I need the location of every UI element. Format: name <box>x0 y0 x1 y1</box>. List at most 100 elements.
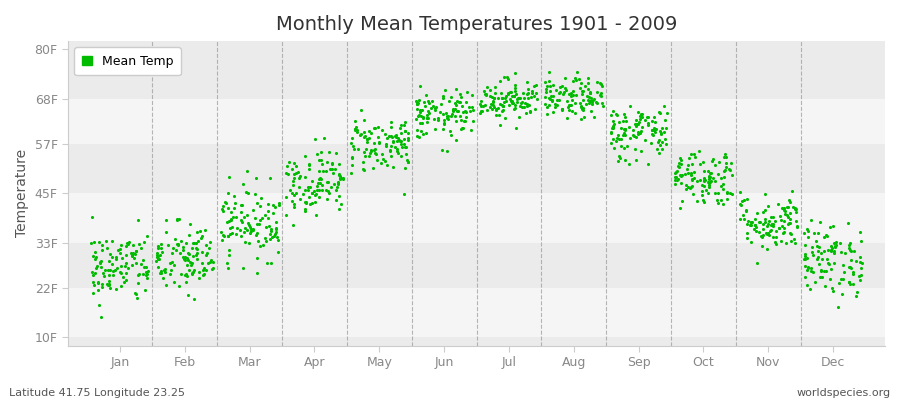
Point <box>181 292 195 298</box>
Bar <box>68 193 885 243</box>
Point <box>129 248 143 254</box>
Point <box>611 119 625 125</box>
Point <box>169 241 184 247</box>
Point <box>582 98 597 104</box>
Point <box>400 157 414 164</box>
Point <box>420 115 435 122</box>
Point <box>655 139 670 146</box>
Point <box>781 196 796 203</box>
Point <box>332 172 347 178</box>
Point <box>760 203 775 209</box>
Point <box>237 229 251 236</box>
Point <box>783 216 797 223</box>
Point <box>329 150 344 156</box>
Point <box>427 116 441 122</box>
Point <box>241 190 256 196</box>
Point <box>836 276 850 282</box>
Point <box>221 232 236 239</box>
Point <box>455 109 470 116</box>
Point <box>834 248 849 255</box>
Point <box>120 240 134 246</box>
Point <box>115 254 130 261</box>
Point <box>538 101 553 107</box>
Point <box>176 243 190 250</box>
Point <box>480 107 494 114</box>
Point <box>520 95 535 101</box>
Point <box>538 86 553 92</box>
Point <box>135 256 149 263</box>
Point <box>772 213 787 220</box>
Point <box>286 175 301 181</box>
Point <box>125 252 140 258</box>
Point <box>126 250 140 256</box>
Point <box>152 270 166 276</box>
Point <box>725 172 740 178</box>
Point <box>364 129 378 136</box>
Point <box>572 76 586 82</box>
Point <box>284 187 298 194</box>
Point <box>383 124 398 130</box>
Point <box>810 243 824 250</box>
Point <box>269 226 284 232</box>
Point <box>360 136 374 142</box>
Point <box>440 114 454 121</box>
Point <box>618 118 633 124</box>
Point <box>154 241 168 247</box>
Point <box>745 219 760 225</box>
Y-axis label: Temperature: Temperature <box>15 149 29 238</box>
Point <box>454 103 469 109</box>
Point <box>140 233 155 239</box>
Point <box>93 260 107 266</box>
Point <box>222 218 237 224</box>
Point <box>242 240 256 246</box>
Point <box>198 227 212 233</box>
Point <box>568 74 582 81</box>
Point <box>344 140 358 146</box>
Point <box>758 216 772 222</box>
Point <box>696 196 710 203</box>
Point <box>706 156 721 162</box>
Point <box>110 264 124 271</box>
Point <box>552 90 566 96</box>
Point <box>184 271 199 277</box>
Point <box>616 110 631 117</box>
Point <box>93 258 107 265</box>
Point <box>540 111 554 118</box>
Point <box>638 116 652 123</box>
Point <box>626 133 641 139</box>
Point <box>284 166 299 172</box>
Point <box>587 95 601 102</box>
Point <box>369 151 383 157</box>
Point <box>680 166 694 172</box>
Point <box>458 108 473 114</box>
Point <box>371 123 385 130</box>
Point <box>458 118 473 124</box>
Point <box>165 250 179 256</box>
Point <box>832 280 846 286</box>
Point <box>576 88 590 94</box>
Point <box>150 254 165 260</box>
Point <box>89 264 104 271</box>
Point <box>446 106 460 113</box>
Point <box>182 267 196 273</box>
Point <box>264 228 278 234</box>
Point <box>200 249 214 256</box>
Point <box>590 98 604 105</box>
Point <box>753 219 768 225</box>
Point <box>836 262 850 268</box>
Point <box>97 272 112 279</box>
Point <box>311 157 326 163</box>
Point <box>422 110 436 116</box>
Point <box>622 124 636 130</box>
Point <box>226 214 240 220</box>
Point <box>115 273 130 280</box>
Point <box>576 107 590 114</box>
Point <box>710 190 724 196</box>
Point <box>453 91 467 98</box>
Point <box>479 91 493 97</box>
Point <box>480 84 494 90</box>
Point <box>391 150 405 156</box>
Point <box>312 174 327 181</box>
Point <box>760 245 775 252</box>
Point <box>559 87 573 93</box>
